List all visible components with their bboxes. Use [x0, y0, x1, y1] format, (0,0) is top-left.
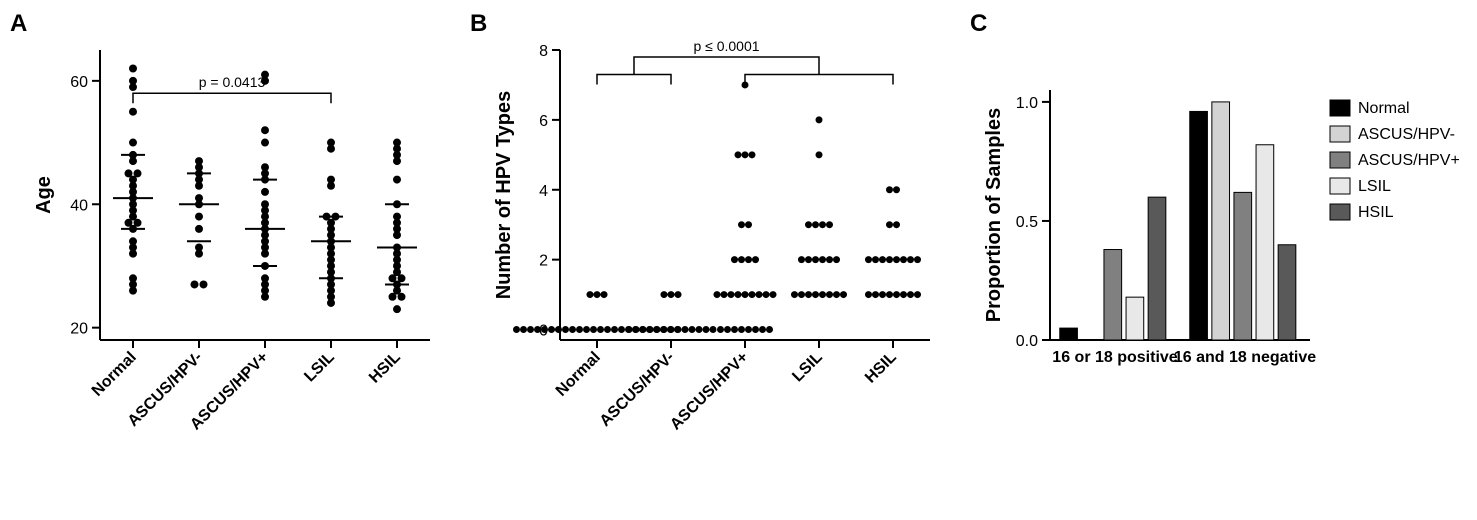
svg-text:Proportion of Samples: Proportion of Samples — [983, 108, 1005, 322]
svg-text:Normal: Normal — [89, 349, 140, 400]
panel-c-chart: 0.0 0.5 1.0 Proportion of Samples 16 or 18 p… — [970, 10, 1470, 510]
panel-a-chart: 204060AgeNormalASCUS/HPV-ASCUS/HPV+LSILH… — [10, 10, 470, 510]
panel-label-c: C — [970, 10, 987, 38]
svg-text:20: 20 — [70, 321, 88, 338]
panel-b-chart: 02468Number of HPV TypesNormalASCUS/HPV-… — [470, 10, 970, 510]
svg-text:16 and 18 negative: 16 and 18 negative — [1174, 349, 1316, 366]
svg-text:40: 40 — [70, 197, 88, 214]
svg-text:LSIL: LSIL — [1358, 178, 1391, 195]
svg-text:8: 8 — [539, 43, 548, 60]
svg-text:0.5: 0.5 — [1016, 214, 1038, 231]
svg-text:p = 0.0413: p = 0.0413 — [199, 74, 266, 90]
svg-text:ASCUS/HPV-: ASCUS/HPV- — [597, 349, 678, 430]
svg-text:16 or 18 positive: 16 or 18 positive — [1052, 349, 1177, 366]
svg-text:HSIL: HSIL — [366, 349, 404, 387]
svg-text:HSIL: HSIL — [862, 349, 900, 387]
svg-text:p ≤ 0.0001: p ≤ 0.0001 — [693, 38, 759, 54]
svg-text:Normal: Normal — [553, 349, 604, 400]
svg-text:ASCUS/HPV+: ASCUS/HPV+ — [667, 349, 752, 434]
svg-text:6: 6 — [539, 113, 548, 130]
svg-text:ASCUS/HPV+: ASCUS/HPV+ — [1358, 152, 1460, 169]
svg-text:1.0: 1.0 — [1016, 95, 1038, 112]
svg-text:2: 2 — [539, 253, 548, 270]
svg-text:LSIL: LSIL — [789, 349, 826, 386]
svg-text:HSIL: HSIL — [1358, 204, 1394, 221]
svg-text:4: 4 — [539, 183, 548, 200]
svg-text:Age: Age — [33, 176, 55, 214]
panel-label-b: B — [470, 10, 487, 38]
svg-text:60: 60 — [70, 74, 88, 91]
svg-text:LSIL: LSIL — [301, 349, 338, 386]
svg-text:ASCUS/HPV-: ASCUS/HPV- — [1358, 126, 1455, 143]
svg-text:Number of HPV Types: Number of HPV Types — [493, 91, 515, 300]
svg-text:Normal: Normal — [1358, 100, 1410, 117]
svg-text:0.0: 0.0 — [1016, 333, 1038, 350]
panel-label-a: A — [10, 10, 27, 38]
